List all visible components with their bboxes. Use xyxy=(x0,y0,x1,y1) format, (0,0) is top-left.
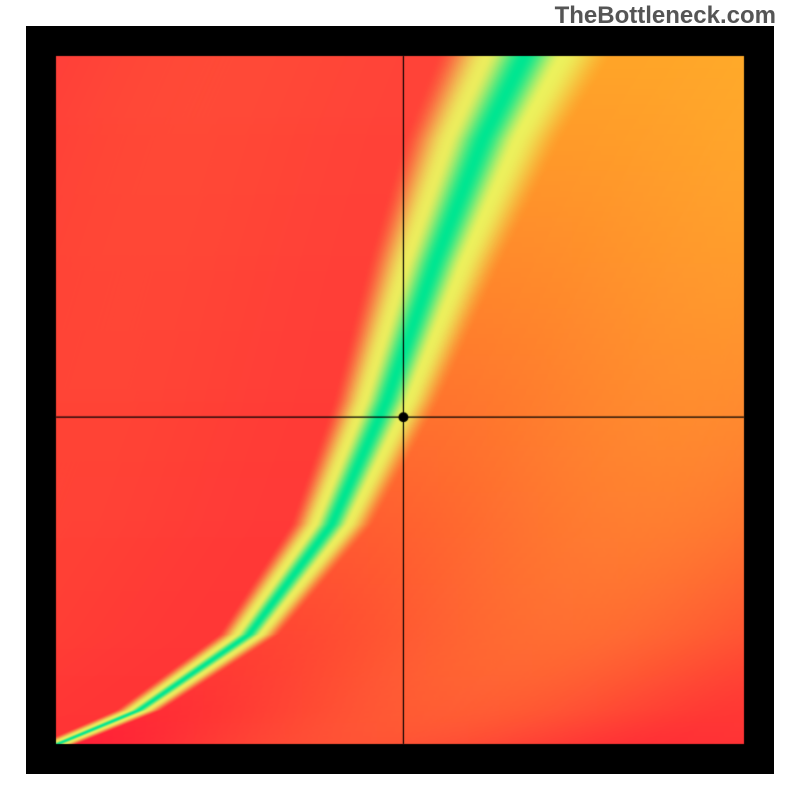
chart-frame xyxy=(26,26,774,774)
chart-container: TheBottleneck.com xyxy=(0,0,800,800)
watermark-text: TheBottleneck.com xyxy=(555,2,776,30)
crosshair-overlay xyxy=(26,26,774,774)
